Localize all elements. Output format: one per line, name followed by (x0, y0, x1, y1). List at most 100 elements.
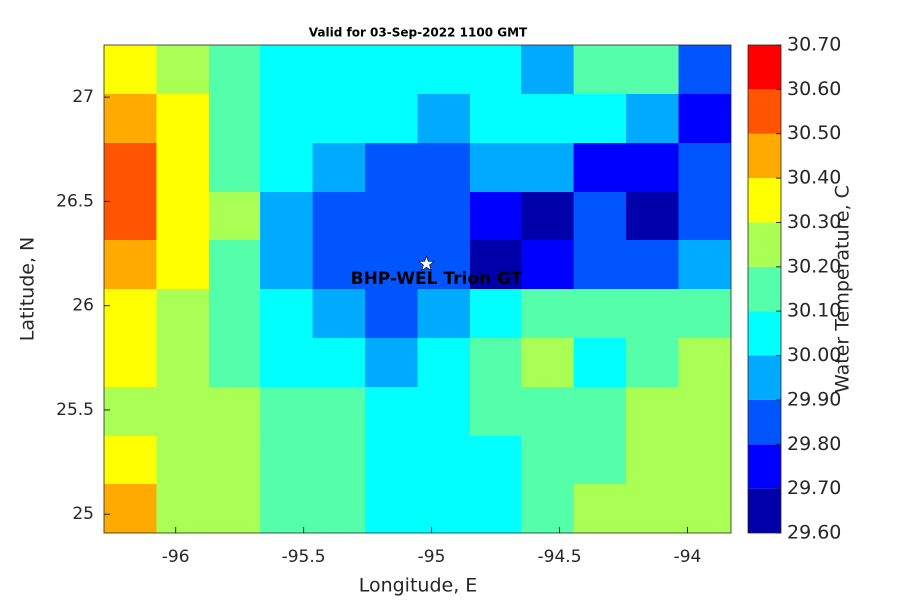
x-tick-label: -95 (418, 547, 446, 567)
contour-cell (469, 45, 522, 95)
contour-cell (208, 483, 261, 533)
colorbar-swatch (748, 178, 781, 223)
contour-cell (417, 387, 471, 437)
colorbar-tick-label: 29.70 (787, 477, 841, 499)
contour-cell (678, 387, 731, 437)
contour-cell (208, 143, 261, 193)
contour-cell (104, 143, 157, 193)
contour-cell (626, 483, 680, 533)
contour-cell (573, 45, 627, 95)
colorbar-label: Water Temperature, C (832, 185, 854, 393)
y-axis-label: Latitude, N (17, 237, 39, 342)
contour-cell (312, 239, 366, 290)
site-marker (417, 255, 435, 272)
contour-cell (365, 239, 418, 290)
colorbar-swatch (748, 133, 781, 179)
contour-cell (104, 338, 157, 388)
colorbar-tick-label: 29.60 (787, 522, 841, 544)
contour-cell (208, 338, 261, 388)
contour-cell (521, 94, 575, 144)
contour-cell (208, 94, 261, 144)
contour-cell (417, 192, 471, 241)
contour-cell (312, 45, 366, 95)
contour-cell (521, 436, 575, 485)
contour-cell (678, 239, 731, 290)
contour-cell (156, 338, 210, 388)
contour-cell (573, 192, 627, 241)
contour-cell (678, 94, 731, 144)
contour-cell (156, 387, 210, 437)
chart-title: Valid for 03-Sep-2022 1100 GMT (309, 26, 528, 40)
colorbar-swatch (748, 45, 781, 90)
contour-cell (521, 387, 575, 437)
contour-cell (208, 192, 261, 241)
contour-cell (208, 387, 261, 437)
contour-cell (208, 436, 261, 485)
contour-cell (521, 289, 575, 339)
contour-cell (365, 192, 418, 241)
x-tick-label: -95.5 (282, 547, 326, 567)
contour-cell (312, 387, 366, 437)
colorbar-tick-label: 30.60 (787, 78, 841, 100)
contour-cell (469, 289, 522, 339)
contour-cell (104, 387, 157, 437)
contour-cell (260, 143, 314, 193)
contour-cell (678, 338, 731, 388)
colorbar-tick-label: 30.50 (787, 122, 841, 144)
contour-cell (573, 143, 627, 193)
contour-cell (156, 289, 210, 339)
contour-cell (469, 436, 522, 485)
contour-cell (417, 289, 471, 339)
colorbar-frame (747, 44, 782, 534)
contour-cell (626, 436, 680, 485)
plot-frame (103, 44, 732, 534)
contour-cell (156, 483, 210, 533)
colorbar-swatch (748, 311, 781, 356)
contour-cell (260, 45, 314, 95)
y-tick-label: 27 (72, 87, 94, 107)
contour-cell (312, 338, 366, 388)
contour-cell (626, 143, 680, 193)
contour-cell (104, 45, 157, 95)
contour-cell (469, 338, 522, 388)
contour-cell (365, 45, 418, 95)
contour-cell (626, 387, 680, 437)
colorbar-swatch (748, 222, 781, 267)
contour-cell (469, 387, 522, 437)
contour-cell (365, 436, 418, 485)
contour-cell (626, 338, 680, 388)
contour-cell (260, 483, 314, 533)
x-tick-label: -94.5 (538, 547, 582, 567)
contour-cell (521, 239, 575, 290)
contour-cell (573, 239, 627, 290)
y-tick-label: 26 (72, 296, 94, 316)
contour-cell (626, 45, 680, 95)
colorbar-tick-label: 30.10 (787, 300, 841, 322)
contour-cell (365, 289, 418, 339)
contour-cell (312, 143, 366, 193)
contour-cell (208, 239, 261, 290)
contour-cell (104, 94, 157, 144)
contour-cell (573, 289, 627, 339)
x-axis-label: Longitude, E (359, 575, 478, 597)
colorbar-tick-label: 30.20 (787, 255, 841, 277)
colorbar-tick-label: 29.80 (787, 433, 841, 455)
contour-cell (365, 338, 418, 388)
contour-cell (312, 94, 366, 144)
contour-cell (260, 338, 314, 388)
contour-cell (678, 143, 731, 193)
contour-cell (469, 94, 522, 144)
contour-cell (260, 387, 314, 437)
contour-cell (260, 94, 314, 144)
contour-cell (573, 483, 627, 533)
y-tick-label: 25.5 (56, 400, 94, 420)
colorbar-swatch (748, 89, 781, 134)
contour-cell (312, 289, 366, 339)
colorbar-swatch (748, 266, 781, 312)
y-tick-label: 26.5 (56, 191, 94, 211)
contour-cell (365, 483, 418, 533)
contour-cell (417, 45, 471, 95)
contour-cell (104, 436, 157, 485)
contour-cell (521, 483, 575, 533)
colorbar-swatch (748, 355, 781, 400)
